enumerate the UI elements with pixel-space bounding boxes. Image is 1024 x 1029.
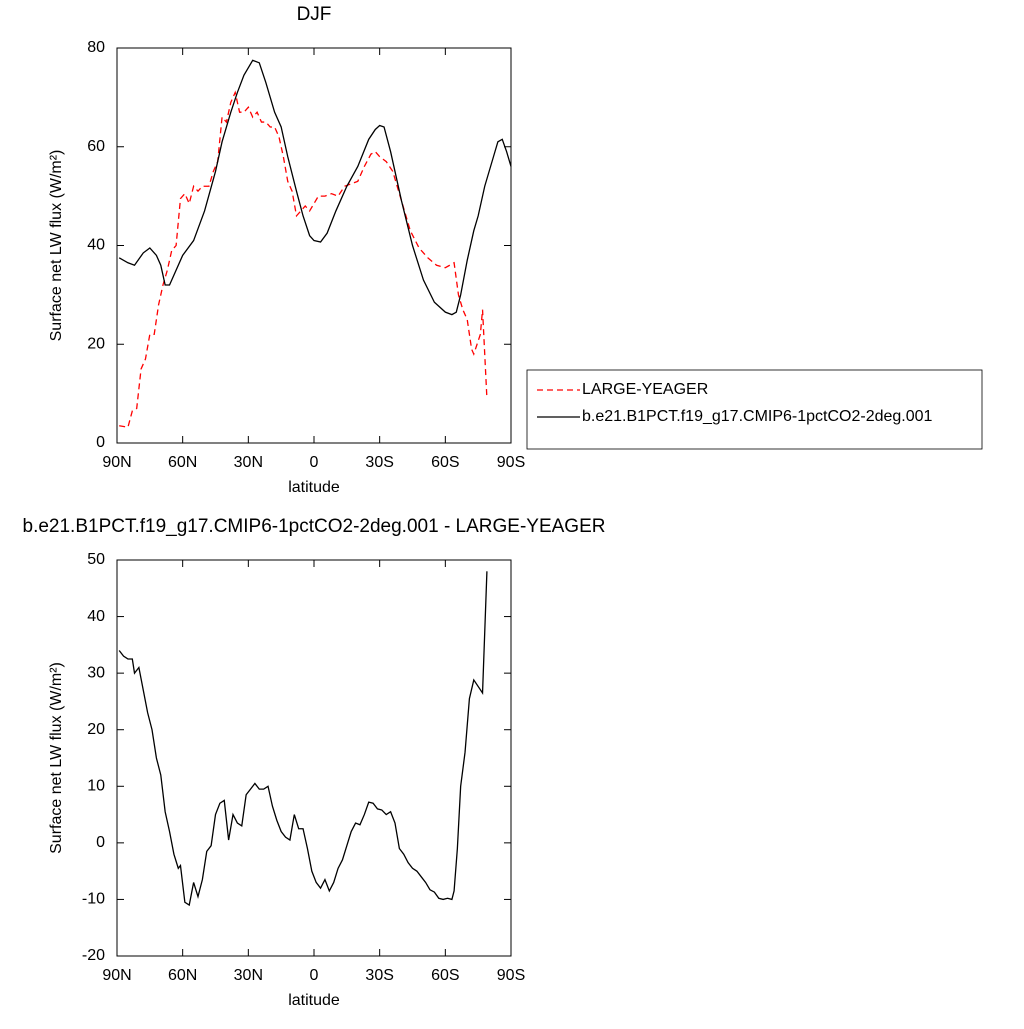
data-line [118,59,512,316]
x-tick-label: 90N [102,454,131,471]
y-tick-label: 20 [87,335,105,352]
x-tick-label: 90S [497,967,525,984]
x-tick-label: 60S [431,454,459,471]
x-tick-label: 60S [431,967,459,984]
chart-title: b.e21.B1PCT.f19_g17.CMIP6-1pctCO2-2deg.0… [23,516,606,537]
x-tick-label: 30S [365,454,393,471]
chart-title: DJF [297,4,332,25]
plot-frame [116,559,512,957]
x-tick-label: 0 [310,454,319,471]
y-tick-label: 40 [87,237,105,254]
y-tick-label: 80 [87,39,105,56]
y-tick-label: -20 [82,947,105,964]
x-tick-label: 90N [102,967,131,984]
y-tick-label: 20 [87,721,105,738]
y-tick-label: 0 [96,434,105,451]
y-tick-label: 40 [87,608,105,625]
x-tick-label: 60N [168,967,197,984]
y-tick-label: 30 [87,664,105,681]
x-tick-label: 60N [168,454,197,471]
y-axis-label: Surface net LW flux (W/m²) [48,150,65,342]
legend-label: LARGE-YEAGER [582,381,708,398]
legend-label: b.e21.B1PCT.f19_g17.CMIP6-1pctCO2-2deg.0… [582,408,933,425]
y-tick-label: 60 [87,138,105,155]
x-tick-label: 0 [310,967,319,984]
y-tick-label: 0 [96,834,105,851]
x-tick-label: 30N [234,454,263,471]
x-tick-label: 90S [497,454,525,471]
y-tick-label: 10 [87,778,105,795]
data-line [118,571,488,907]
y-axis-label: Surface net LW flux (W/m²) [48,662,65,854]
x-axis-label: latitude [288,992,340,1009]
plot-frame [116,47,512,444]
legend-box [526,369,983,450]
y-tick-label: 50 [87,551,105,568]
data-line [119,90,488,428]
y-tick-label: -10 [82,891,105,908]
x-axis-label: latitude [288,479,340,496]
x-tick-label: 30N [234,967,263,984]
x-tick-label: 30S [365,967,393,984]
